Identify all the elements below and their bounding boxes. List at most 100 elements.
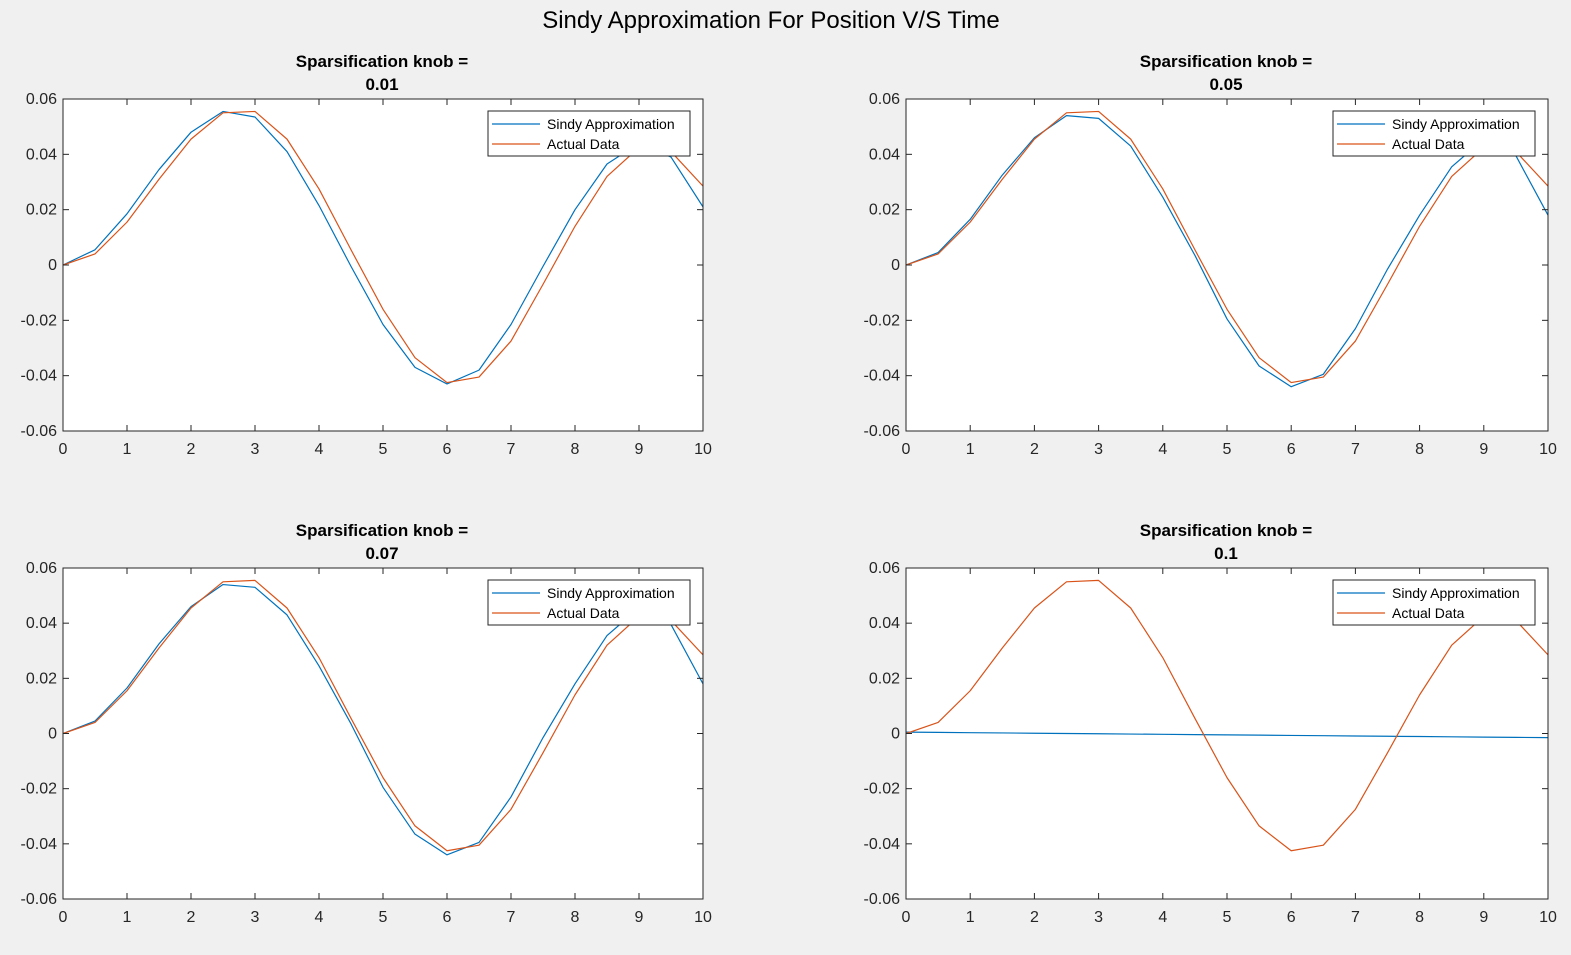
y-tick-label: -0.06 [864,891,901,908]
series-line-sindy-approximation [906,731,1548,739]
y-tick-label: 0.04 [26,615,57,632]
x-tick-label: 1 [966,441,975,458]
data-area [63,110,703,385]
x-tick-label: 4 [315,441,324,458]
y-tick-label: 0 [48,257,57,274]
y-tick-label: 0 [891,257,900,274]
legend-label: Sindy Approximation [1392,585,1520,601]
x-tick-label: 3 [251,441,260,458]
y-tick-label: 0.06 [869,560,900,577]
x-tick-label: 5 [1223,441,1232,458]
y-tick-label: -0.02 [21,781,58,798]
subplot-title: Sparsification knob = [296,52,468,71]
x-tick-label: 6 [443,441,452,458]
x-tick-label: 5 [1223,909,1232,926]
subplot-2: Sparsification knob = 0.05 0 1 2 3 4 5 6 7 8 9 10 -0.… [864,52,1557,458]
legend: Sindy Approximation Actual Data [487,110,691,157]
x-tick-label: 10 [694,909,712,926]
legend-label: Actual Data [1392,136,1465,152]
y-tick-label: 0.06 [26,560,57,577]
y-tick-label: 0.04 [869,615,900,632]
legend-label: Sindy Approximation [547,585,675,601]
series-line-actual-data [63,110,703,384]
legend-box [487,110,691,157]
series-line-actual-data [906,110,1548,384]
data-area [906,110,1548,388]
x-tick-label: 4 [315,909,324,926]
series-line-actual-data [63,579,703,852]
x-tick-label: 7 [507,909,516,926]
data-area [63,579,703,856]
x-tick-label: 2 [1030,441,1039,458]
x-tick-label: 10 [1539,441,1557,458]
legend-box [1332,579,1536,626]
subplot-3: Sparsification knob = 0.07 0 1 2 3 4 5 6 7 8 9 10 -0.… [21,521,712,926]
legend-label: Sindy Approximation [547,116,675,132]
subplot-title-value: 0.01 [365,75,398,94]
x-tick-label: 2 [187,441,196,458]
y-tick-label: -0.02 [864,781,901,798]
y-tick-label: -0.04 [21,836,58,853]
x-tick-label: 3 [251,909,260,926]
subplot-title: Sparsification knob = [1140,521,1312,540]
x-tick-label: 9 [635,441,644,458]
x-tick-label: 1 [123,909,132,926]
y-tick-label: -0.06 [21,891,58,908]
data-area [906,579,1548,852]
subplot-title: Sparsification knob = [1140,52,1312,71]
y-tick-label: 0.02 [869,202,900,219]
x-tick-label: 1 [966,909,975,926]
y-tick-label: 0.06 [26,91,57,108]
x-tick-label: 6 [443,909,452,926]
x-tick-label: 8 [571,441,580,458]
x-tick-label: 6 [1287,909,1296,926]
y-tick-label: -0.02 [21,312,58,329]
x-tick-label: 2 [187,909,196,926]
x-tick-label: 5 [379,909,388,926]
x-tick-label: 9 [1479,909,1488,926]
y-tick-label: -0.06 [864,423,901,440]
x-tick-label: 0 [902,909,911,926]
subplot-4: Sparsification knob = 0.1 0 1 2 3 4 5 6 7 8 9 10 -0.0… [864,521,1557,926]
legend-label: Sindy Approximation [1392,116,1520,132]
series-line-sindy-approximation [63,583,703,856]
x-tick-label: 10 [694,441,712,458]
y-tick-label: -0.04 [864,368,901,385]
x-tick-label: 7 [507,441,516,458]
legend-box [487,579,691,626]
x-tick-label: 4 [1158,441,1167,458]
subplot-1: Sparsification knob = 0.01 0 1 2 3 4 5 6 7 8 9 10 -0.… [21,52,712,458]
y-tick-label: 0.04 [869,146,900,163]
x-tick-label: 5 [379,441,388,458]
y-tick-label: 0.06 [869,91,900,108]
legend-box [1332,110,1536,157]
x-tick-label: 9 [635,909,644,926]
subplot-title: Sparsification knob = [296,521,468,540]
series-line-sindy-approximation [63,110,703,385]
x-tick-label: 8 [571,909,580,926]
y-tick-label: -0.02 [864,312,901,329]
y-tick-label: -0.04 [21,368,58,385]
legend: Sindy Approximation Actual Data [1332,579,1536,626]
subplot-title-value: 0.05 [1209,75,1242,94]
x-tick-label: 2 [1030,909,1039,926]
subplot-grid: Sparsification knob =0.010 1 2 3 4 5 6 7 8 9 10-0.… [21,52,1557,926]
x-tick-label: 7 [1351,441,1360,458]
subplot-title-value: 0.1 [1214,544,1238,563]
y-tick-label: -0.06 [21,423,58,440]
x-tick-label: 0 [902,441,911,458]
legend: Sindy Approximation Actual Data [487,579,691,626]
series-line-sindy-approximation [906,114,1548,388]
x-tick-label: 3 [1094,909,1103,926]
legend: Sindy Approximation Actual Data [1332,110,1536,157]
legend-label: Actual Data [547,605,620,621]
legend-label: Actual Data [547,136,620,152]
x-tick-label: 9 [1479,441,1488,458]
y-tick-label: 0 [48,726,57,743]
x-tick-label: 0 [59,909,68,926]
x-tick-label: 0 [59,441,68,458]
y-tick-label: 0.04 [26,146,57,163]
y-tick-label: 0.02 [869,670,900,687]
y-tick-label: 0.02 [26,202,57,219]
